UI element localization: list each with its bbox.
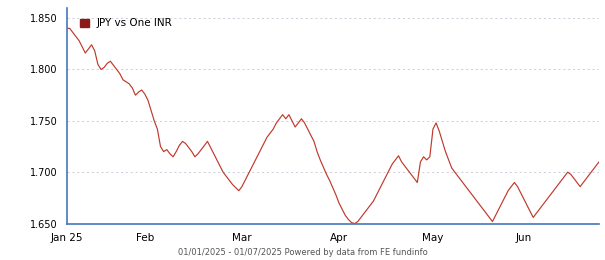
Text: 01/01/2025 - 01/07/2025 Powered by data from FE fundinfo: 01/01/2025 - 01/07/2025 Powered by data … bbox=[178, 248, 427, 257]
Legend: JPY vs One INR: JPY vs One INR bbox=[77, 15, 175, 31]
